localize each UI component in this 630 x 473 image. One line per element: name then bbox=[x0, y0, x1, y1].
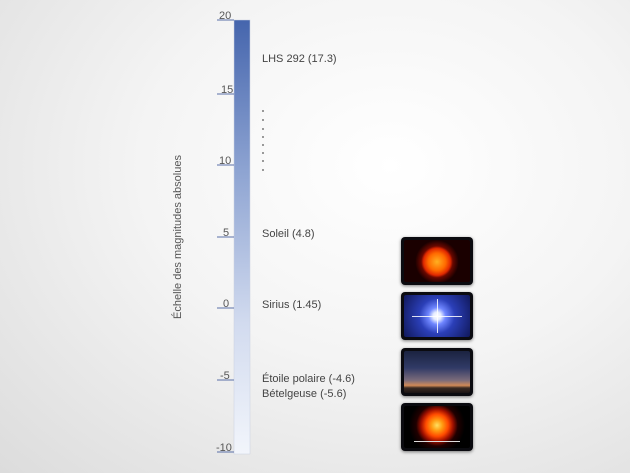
sun-disc-icon bbox=[404, 240, 470, 282]
diffraction-spike bbox=[437, 299, 438, 333]
label-lhs292: LHS 292 (17.3) bbox=[262, 53, 337, 65]
tick-label: -10 bbox=[216, 442, 232, 454]
polaris-night-sky-image bbox=[401, 348, 473, 396]
axis-title: Échelle des magnitudes absolues bbox=[171, 155, 184, 319]
tick-label: 20 bbox=[219, 10, 231, 22]
ellipsis-dots bbox=[262, 110, 264, 171]
tick-label: 5 bbox=[223, 227, 229, 239]
label-sirius: Sirius (1.45) bbox=[262, 299, 321, 311]
sirius-image bbox=[401, 292, 473, 340]
tick-label: 10 bbox=[219, 155, 231, 167]
tick-label: 0 bbox=[223, 298, 229, 310]
red-giant-icon bbox=[404, 406, 470, 448]
magnitude-bar bbox=[234, 20, 250, 454]
label-etoile-polaire: Étoile polaire (-4.6) bbox=[262, 372, 355, 385]
bright-star-icon bbox=[404, 295, 470, 337]
scale-bar bbox=[414, 441, 460, 442]
night-sky-icon bbox=[404, 351, 470, 393]
label-betelgeuse: Bételgeuse (-5.6) bbox=[262, 388, 346, 400]
tick-label: -5 bbox=[220, 370, 230, 382]
label-soleil: Soleil (4.8) bbox=[262, 228, 315, 240]
tick-label: 15 bbox=[221, 84, 233, 96]
sun-image bbox=[401, 237, 473, 285]
betelgeuse-image bbox=[401, 403, 473, 451]
